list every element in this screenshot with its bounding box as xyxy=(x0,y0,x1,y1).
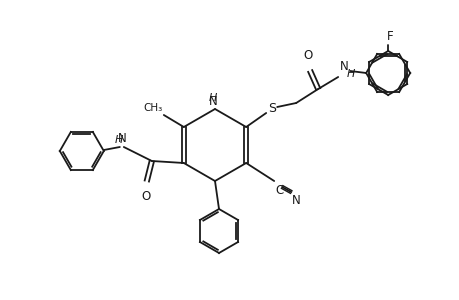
Text: N: N xyxy=(208,95,217,108)
Text: H: H xyxy=(208,93,217,103)
Text: H: H xyxy=(347,69,355,79)
Text: H: H xyxy=(114,135,123,145)
Text: N: N xyxy=(291,194,300,207)
Text: O: O xyxy=(303,49,312,62)
Text: S: S xyxy=(268,101,275,115)
Text: N: N xyxy=(118,132,127,145)
Text: F: F xyxy=(386,30,392,43)
Text: N: N xyxy=(340,60,348,73)
Text: C: C xyxy=(274,184,283,197)
Text: CH₃: CH₃ xyxy=(143,103,162,113)
Text: O: O xyxy=(141,190,150,203)
